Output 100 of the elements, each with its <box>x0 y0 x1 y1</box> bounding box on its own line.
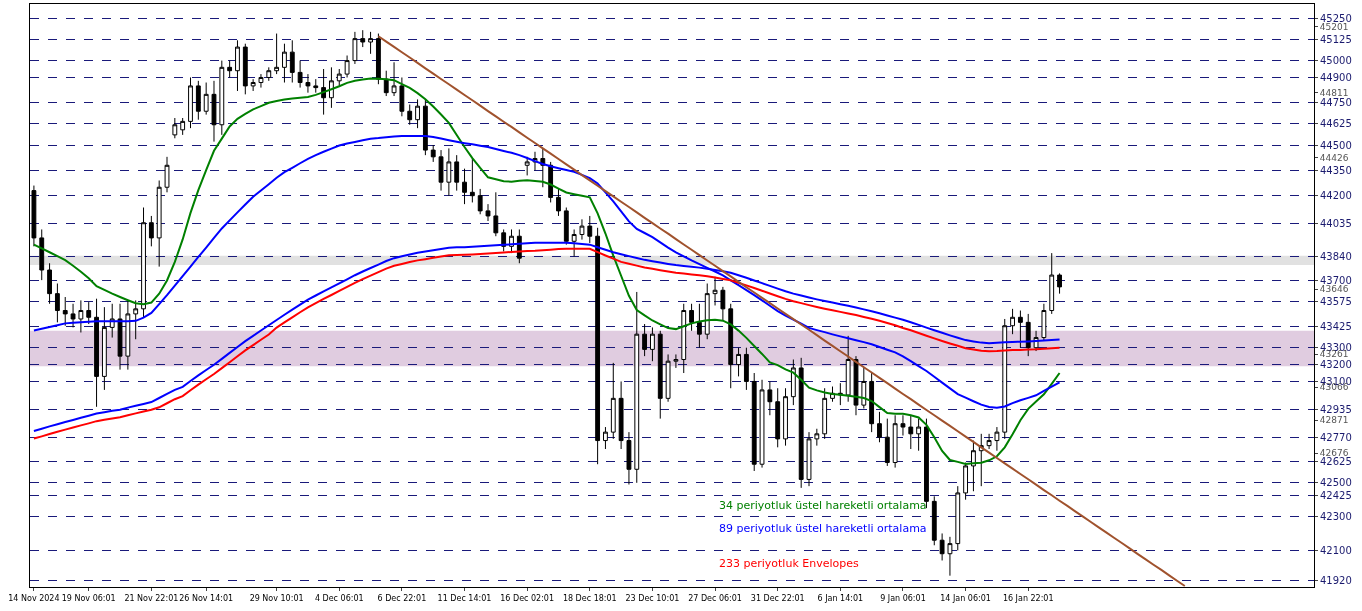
candlestick <box>681 303 687 374</box>
y-tick-label: 42625 <box>1320 456 1352 468</box>
candlestick <box>986 433 992 450</box>
candlestick <box>148 215 154 247</box>
y-tick-label: 44625 <box>1320 118 1352 130</box>
candlestick <box>556 188 561 217</box>
candlestick <box>736 347 741 377</box>
candlestick <box>900 414 906 437</box>
y-tick-label: 45250 <box>1320 12 1352 24</box>
y-tick-label: 45000 <box>1320 55 1352 67</box>
candlestick <box>485 203 491 222</box>
text: 34 periyotluk üstel hareketli ortalama <box>719 499 927 512</box>
candlestick <box>360 29 366 48</box>
candlestick <box>579 218 585 241</box>
x-tick-label: 21 Nov 22:01 <box>124 593 179 603</box>
x-tick-label: 27 Dec 06:01 <box>688 593 742 603</box>
y-tick-label: 44035 <box>1320 218 1352 230</box>
candlestick <box>62 296 68 327</box>
candlestick <box>869 372 875 433</box>
candlestick <box>94 298 99 408</box>
candlestick <box>407 103 413 126</box>
candlestick <box>1017 310 1023 349</box>
y-tick-label: 42770 <box>1320 431 1352 443</box>
candlestick <box>78 299 84 333</box>
candlestick <box>289 39 295 84</box>
candlestick <box>712 276 718 306</box>
y-tick-label: 42500 <box>1320 477 1352 489</box>
candlestick <box>775 387 781 448</box>
candlestick <box>618 380 624 450</box>
candlestick <box>133 299 139 340</box>
candlestick <box>39 228 45 281</box>
candlestick <box>211 80 217 143</box>
y-tick-label: 43575 <box>1320 295 1352 307</box>
candlestick <box>368 31 373 55</box>
x-tick-label: 23 Dec 10:01 <box>625 593 680 603</box>
x-tick-label: 16 Jan 22:01 <box>1002 593 1054 603</box>
candlestick <box>728 303 734 389</box>
candlestick <box>47 262 52 305</box>
candlestick <box>595 227 601 465</box>
candlestick <box>446 147 452 197</box>
line-series <box>377 35 1186 587</box>
candlestick <box>125 299 131 371</box>
candlestick <box>947 536 953 577</box>
candlestick <box>477 188 483 215</box>
y-tick-label: 42935 <box>1320 403 1352 415</box>
candlestick <box>454 154 460 192</box>
candlestick <box>626 431 632 485</box>
candlestick <box>751 372 757 472</box>
candlestick <box>54 283 60 323</box>
y-tick-label: 44200 <box>1320 190 1352 202</box>
candlestick <box>70 303 76 328</box>
candlestick <box>571 228 577 257</box>
candlestick <box>375 33 381 85</box>
candlestick <box>250 78 256 92</box>
candlestick <box>383 70 389 97</box>
x-tick-label: 14 Jan 06:01 <box>940 593 991 603</box>
x-tick-label: 14 Nov 2024 <box>8 593 60 603</box>
candlestick <box>203 82 209 116</box>
candlestick <box>344 55 350 78</box>
x-tick-label: 4 Dec 06:01 <box>314 593 364 603</box>
candlestick <box>759 379 765 469</box>
x-tick-label: 9 Jan 06:01 <box>880 593 926 603</box>
candlestick <box>438 149 444 192</box>
candlestick <box>305 73 311 94</box>
x-tick-label: 16 Dec 02:01 <box>500 593 555 603</box>
y-tick-label: 43425 <box>1320 321 1352 333</box>
candlestick <box>172 117 178 139</box>
y-tick-label: 43840 <box>1320 250 1352 262</box>
candlestick <box>955 485 961 551</box>
candlestick <box>180 117 186 136</box>
candlestick <box>650 326 655 362</box>
candlestick <box>924 418 929 509</box>
candlestick <box>689 303 694 332</box>
candlestick <box>195 80 201 121</box>
candlestick <box>266 66 272 82</box>
x-tick-label: 6 Jan 14:01 <box>817 593 864 603</box>
candlestick <box>853 355 859 416</box>
candlestick <box>336 68 342 87</box>
y2-tick-label: 45201 <box>1319 21 1349 32</box>
candlestick <box>117 303 123 371</box>
candlestick <box>743 347 749 391</box>
y2-tick-label: 43646 <box>1319 284 1349 295</box>
candlestick <box>963 462 969 501</box>
y-tick-label: 42300 <box>1320 511 1352 523</box>
candlestick <box>156 179 162 268</box>
candlestick <box>282 43 287 84</box>
candlestick <box>892 414 898 469</box>
candlestick <box>642 323 648 357</box>
candlestick <box>563 207 569 246</box>
text: 89 periyotluk üstel hareketli ortalama <box>719 522 927 535</box>
candlestick <box>634 291 640 484</box>
candlestick <box>939 532 945 561</box>
candlestick <box>1041 303 1047 342</box>
y-tick-label: 42425 <box>1320 489 1352 501</box>
candlestick <box>352 31 358 65</box>
x-tick-label: 6 Dec 22:01 <box>377 593 427 603</box>
candlestick <box>469 158 475 203</box>
candlestick <box>704 283 710 340</box>
candlestick <box>720 286 726 322</box>
candlestick <box>399 76 405 117</box>
